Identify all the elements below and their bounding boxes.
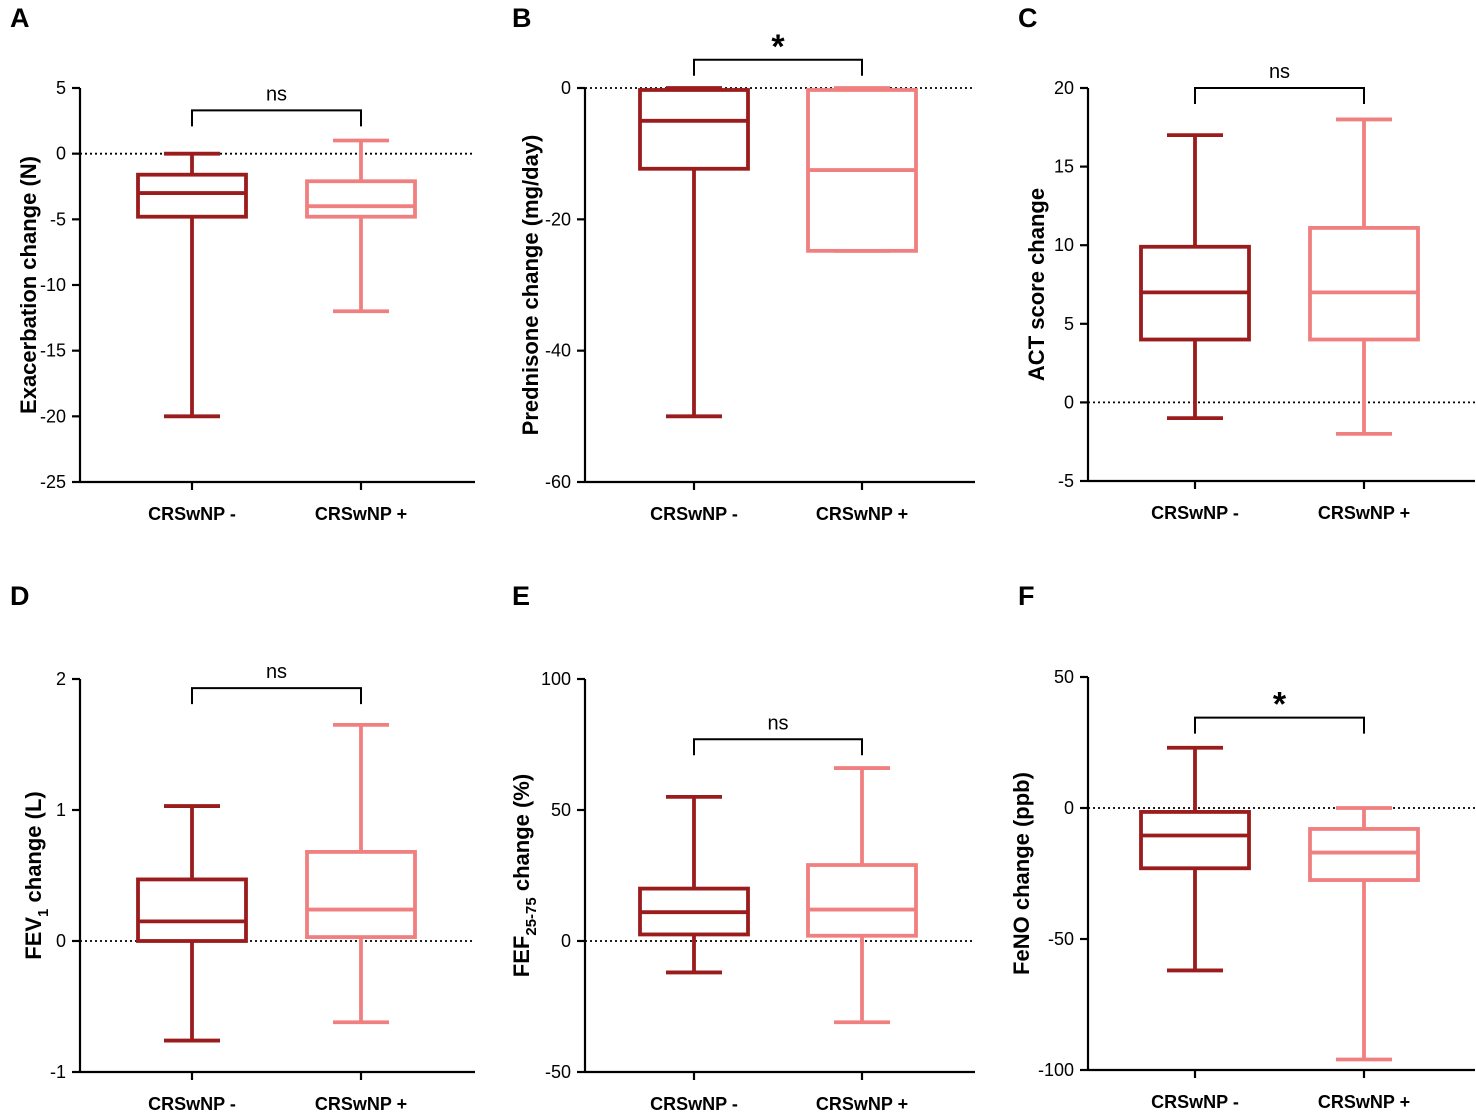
x-category-label: CRSwNP - xyxy=(1151,503,1239,523)
significance-label: ns xyxy=(266,83,287,105)
y-axis-title: FEF25-75 change (%) xyxy=(509,774,540,977)
y-axis-title-rest: change (%) xyxy=(509,774,534,897)
y-axis-title: ACT score change xyxy=(1024,188,1049,381)
y-axis-title: FeNO change (ppb) xyxy=(1009,772,1034,975)
y-axis-title-subscript: 25-75 xyxy=(523,897,540,935)
y-tick-label: -100 xyxy=(1038,1060,1074,1080)
y-axis-title-main: FEV xyxy=(21,917,46,960)
panel-f: F 50 0 -50 -100 FeNO change (ppb) CRSwNP - CRSw… xyxy=(1009,581,1475,1112)
significance-label: ns xyxy=(767,712,788,734)
y-tick-label: 2 xyxy=(56,669,66,689)
interquartile-box xyxy=(305,179,417,219)
significance-bracket xyxy=(191,109,362,127)
y-tick-label: 0 xyxy=(1064,798,1074,818)
panel-letter: D xyxy=(10,581,30,611)
y-tick-label: -60 xyxy=(545,472,571,492)
y-axis-title-subscript: 1 xyxy=(35,909,52,917)
y-tick-label: 5 xyxy=(56,78,66,98)
x-category-label: CRSwNP - xyxy=(1151,1092,1239,1112)
box-crswnp-negative xyxy=(1139,133,1251,421)
significance-bracket xyxy=(1194,716,1365,734)
significance-bracket xyxy=(1194,87,1365,104)
y-tick-label: 50 xyxy=(1054,667,1074,687)
interquartile-box xyxy=(638,88,750,171)
x-category-label: CRSwNP + xyxy=(1318,1092,1410,1112)
y-tick-label: 0 xyxy=(561,78,571,98)
box-crswnp-positive xyxy=(1308,806,1420,1062)
interquartile-box xyxy=(1308,226,1420,342)
significance-label: * xyxy=(771,28,785,66)
y-tick-label: 50 xyxy=(551,800,571,820)
y-axis-title: Prednisone change (mg/day) xyxy=(518,135,543,436)
panel-letter: A xyxy=(10,3,30,33)
y-tick-label: -50 xyxy=(1048,929,1074,949)
y-tick-label: 0 xyxy=(1064,392,1074,412)
interquartile-box xyxy=(1308,827,1420,882)
y-tick-label: -40 xyxy=(545,341,571,361)
box-crswnp-negative xyxy=(136,804,248,1043)
panel-letter: E xyxy=(512,581,530,611)
significance-label: ns xyxy=(266,661,287,683)
y-tick-label: -10 xyxy=(40,275,66,295)
significance-label: * xyxy=(1273,686,1287,724)
y-tick-label: 100 xyxy=(541,669,571,689)
x-category-label: CRSwNP - xyxy=(148,504,236,524)
x-category-label: CRSwNP + xyxy=(315,1094,407,1112)
y-axis-title-main: FEF xyxy=(509,936,534,978)
y-tick-label: 0 xyxy=(56,931,66,951)
y-axis-title-rest: change (L) xyxy=(21,791,46,908)
y-axis-title: FEV1 change (L) xyxy=(21,791,52,959)
y-tick-label: -20 xyxy=(545,209,571,229)
box-crswnp-negative xyxy=(136,151,248,419)
x-category-label: CRSwNP + xyxy=(816,504,908,524)
y-tick-label: -5 xyxy=(1058,471,1074,491)
interquartile-box xyxy=(136,172,248,219)
x-category-label: CRSwNP + xyxy=(1318,503,1410,523)
y-tick-label: -15 xyxy=(40,341,66,361)
box-crswnp-positive xyxy=(305,722,417,1025)
significance-bracket xyxy=(191,687,362,705)
significance-bracket xyxy=(693,58,863,76)
panel-letter: F xyxy=(1018,581,1035,611)
x-category-label: CRSwNP + xyxy=(315,504,407,524)
y-tick-label: 10 xyxy=(1054,235,1074,255)
box-crswnp-positive xyxy=(1308,117,1420,436)
significance-label: ns xyxy=(1269,61,1290,83)
y-tick-label: 0 xyxy=(56,144,66,164)
x-category-label: CRSwNP - xyxy=(148,1094,236,1112)
panel-letter: B xyxy=(512,3,532,33)
y-axis-title: Exacerbation change (N) xyxy=(16,156,41,414)
box-crswnp-positive xyxy=(806,766,918,1025)
y-tick-label: -5 xyxy=(50,209,66,229)
y-tick-label: 15 xyxy=(1054,157,1074,177)
significance-bracket xyxy=(693,738,863,756)
interquartile-box xyxy=(806,863,918,938)
x-category-label: CRSwNP + xyxy=(816,1094,908,1112)
interquartile-box xyxy=(305,850,417,939)
box-crswnp-positive xyxy=(305,138,417,314)
y-tick-label: 0 xyxy=(561,931,571,951)
box-crswnp-negative xyxy=(638,795,750,975)
x-category-label: CRSwNP - xyxy=(650,504,738,524)
interquartile-box xyxy=(136,877,248,943)
box-crswnp-negative xyxy=(638,86,750,419)
interquartile-box xyxy=(1139,810,1251,871)
box-crswnp-positive xyxy=(806,86,918,253)
y-tick-label: -20 xyxy=(40,406,66,426)
y-tick-label: -50 xyxy=(545,1062,571,1082)
panel-a: A 5 0 -5 -10 -15 -20 -25 Exacerbation change (N)… xyxy=(10,3,475,524)
panel-b: B 0 -20 -40 -60 Prednisone change (mg/day) CRS… xyxy=(512,3,975,524)
y-tick-label: 20 xyxy=(1054,78,1074,98)
panel-c: C 20 15 10 5 0 -5 ACT score change CRSwNP - CRSwN… xyxy=(1018,3,1475,523)
box-crswnp-negative xyxy=(1139,745,1251,973)
y-tick-label: 1 xyxy=(56,800,66,820)
x-category-label: CRSwNP - xyxy=(650,1094,738,1112)
y-tick-label: -25 xyxy=(40,472,66,492)
y-tick-label: -1 xyxy=(50,1062,66,1082)
y-tick-label: 5 xyxy=(1064,314,1074,334)
panel-letter: C xyxy=(1018,3,1038,33)
panel-e: E 100 50 0 -50 FEF25-75 change (%) CRSwNP - CRS… xyxy=(509,581,975,1112)
